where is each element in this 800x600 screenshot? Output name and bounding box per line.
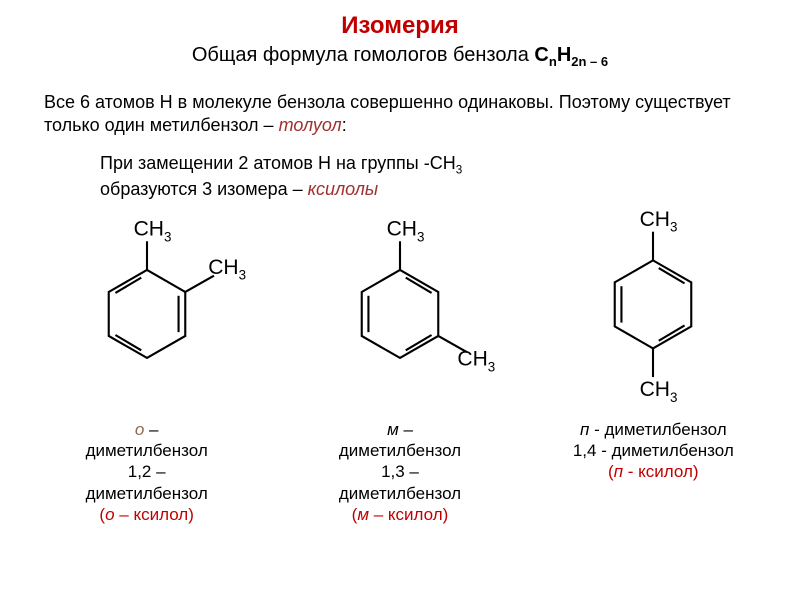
ortho-name2: диметилбензол (86, 483, 208, 504)
meta-paren: (м – ксилол) (339, 504, 461, 525)
p1-text: Все 6 атомов H в молекуле бензола соверш… (44, 92, 731, 135)
page-title: Изомерия (0, 0, 800, 40)
meta-name2: диметилбензол (339, 483, 461, 504)
ortho-num: 1,2 – (86, 461, 208, 482)
p2-sub: 3 (456, 163, 463, 176)
p2-text-b: образуются 3 изомера – (100, 179, 308, 199)
p1-colon: : (342, 115, 347, 135)
ortho-paren: (о – ксилол) (86, 504, 208, 525)
molecule-meta: CH3 CH3 м – диметилбензол 1,3 – диметилб… (275, 203, 525, 525)
para-name2: 1,4 - диметилбензол (573, 440, 734, 461)
ortho-name1: диметилбензол (86, 440, 208, 461)
para-prefix: п (580, 420, 589, 439)
molecule-ortho: CH3 CH3 о – диметилбензол 1,2 – диметилб… (22, 203, 272, 525)
para-label: п - диметилбензол 1,4 - диметилбензол (п… (573, 419, 734, 483)
formula-n1: n (549, 54, 557, 69)
svg-text:CH3: CH3 (640, 208, 678, 235)
ortho-dash: – (144, 420, 158, 439)
p1-toluene: толуол (279, 115, 342, 135)
para-structure: CH3 CH3 (553, 203, 753, 423)
molecules-row: CH3 CH3 о – диметилбензол 1,2 – диметилб… (0, 203, 800, 525)
p2-xylenes: ксилолы (308, 179, 378, 199)
svg-text:CH3: CH3 (457, 348, 495, 375)
para-paren: (п - ксилол) (573, 461, 734, 482)
svg-text:CH3: CH3 (208, 256, 246, 283)
meta-label: м – диметилбензол 1,3 – диметилбензол (м… (339, 419, 461, 525)
meta-num: 1,3 – (339, 461, 461, 482)
formula-c: C (534, 44, 548, 66)
p2-text-a: При замещении 2 атомов H на группы -CH (100, 153, 456, 173)
ortho-label: о – диметилбензол 1,2 – диметилбензол (о… (86, 419, 208, 525)
svg-text:CH3: CH3 (387, 217, 425, 244)
meta-dash: – (399, 420, 413, 439)
paragraph-2: При замещении 2 атомов H на группы -CH3 … (100, 152, 800, 201)
subtitle-text: Общая формула гомологов бензола (192, 44, 535, 66)
para-name1: - диметилбензол (589, 420, 726, 439)
formula: CnH2n – 6 (534, 44, 608, 66)
formula-n2: 2n – 6 (571, 54, 608, 69)
ortho-prefix: о (135, 420, 144, 439)
meta-structure: CH3 CH3 (300, 203, 500, 423)
svg-text:CH3: CH3 (640, 378, 678, 405)
meta-prefix: м (387, 420, 399, 439)
paragraph-1: Все 6 атомов H в молекуле бензола соверш… (44, 91, 756, 138)
ortho-structure: CH3 CH3 (47, 203, 247, 423)
svg-text:CH3: CH3 (133, 217, 171, 244)
subtitle: Общая формула гомологов бензола CnH2n – … (0, 44, 800, 69)
meta-name1: диметилбензол (339, 440, 461, 461)
molecule-para: CH3 CH3 п - диметилбензол 1,4 - диметилб… (528, 203, 778, 483)
formula-h: H (557, 44, 571, 66)
